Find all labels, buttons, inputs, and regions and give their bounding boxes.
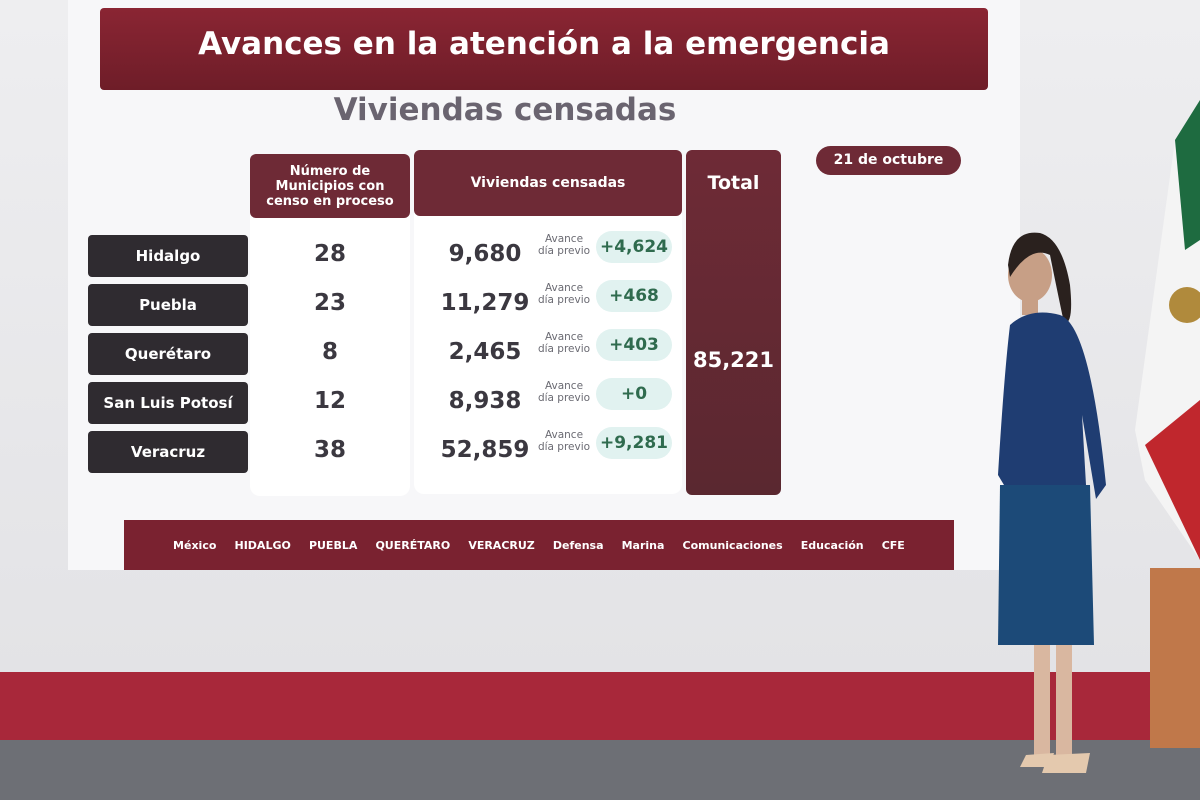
logo: Educación [800, 538, 864, 552]
logo: VERACRUZ [468, 538, 535, 552]
municipios: 8 [321, 339, 338, 365]
avance-label: Avance día previo [537, 429, 591, 453]
avance-delta: +4,624 [596, 231, 672, 263]
column-header: Total [707, 172, 760, 194]
column-header: Viviendas censadas [414, 150, 682, 216]
stage-stripe [0, 672, 1200, 740]
logo: HIDALGO [234, 538, 291, 552]
avance-label: Avance día previo [537, 380, 591, 404]
municipios: 38 [313, 437, 346, 463]
logo: Defensa [552, 538, 604, 552]
viviendas: 11,279 [440, 290, 530, 316]
logo: Comunicaciones [682, 538, 783, 552]
municipios: 23 [313, 290, 346, 316]
logo: México [173, 538, 217, 552]
avance-delta: +403 [596, 329, 672, 361]
total-value: 85,221 [692, 348, 775, 372]
state-label: Querétaro [88, 333, 248, 375]
state-label: Puebla [88, 284, 248, 326]
avance-delta: +0 [596, 378, 672, 410]
subtitle: Viviendas censadas [333, 92, 677, 128]
total-column [686, 150, 781, 495]
avance-label: Avance día previo [537, 282, 591, 306]
person [998, 232, 1106, 773]
footer-logos: México HIDALGO PUEBLA QUERÉTARO VERACRUZ Defe… [124, 520, 954, 570]
avance-label: Avance día previo [537, 233, 591, 257]
floor [0, 740, 1200, 800]
title: Avances en la atención a la emergencia [100, 8, 988, 90]
state-label: Hidalgo [88, 235, 248, 277]
podium [1150, 568, 1200, 748]
logo: QUERÉTARO [375, 538, 451, 552]
avance-delta: +9,281 [596, 427, 672, 459]
logo: PUEBLA [308, 538, 358, 552]
column-header: Número de Municipios con censo en proces… [250, 154, 410, 218]
viviendas: 9,680 [448, 241, 522, 267]
municipios: 12 [313, 388, 346, 414]
viviendas: 2,465 [448, 339, 522, 365]
state-label: San Luis Potosí [88, 382, 248, 424]
date: 21 de octubre [816, 146, 961, 175]
state-label: Veracruz [88, 431, 248, 473]
logo: Marina [621, 538, 665, 552]
avance-label: Avance día previo [537, 331, 591, 355]
municipios: 28 [313, 241, 346, 267]
viviendas: 8,938 [448, 388, 522, 414]
flag [1135, 100, 1200, 560]
viviendas: 52,859 [440, 437, 530, 463]
logo: CFE [881, 538, 905, 552]
avance-delta: +468 [596, 280, 672, 312]
